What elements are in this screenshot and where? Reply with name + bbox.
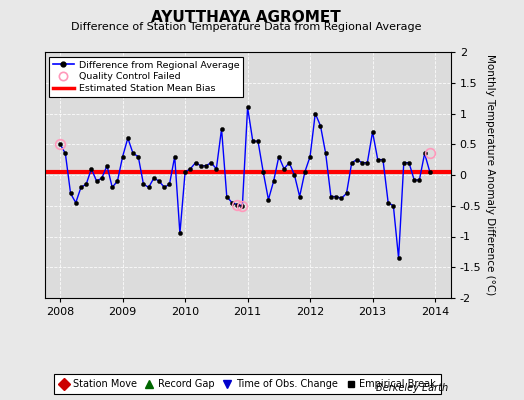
- Text: AYUTTHAYA AGROMET: AYUTTHAYA AGROMET: [151, 10, 341, 25]
- Text: Berkeley Earth: Berkeley Earth: [376, 383, 448, 393]
- Text: Difference of Station Temperature Data from Regional Average: Difference of Station Temperature Data f…: [71, 22, 421, 32]
- Legend: Station Move, Record Gap, Time of Obs. Change, Empirical Break: Station Move, Record Gap, Time of Obs. C…: [54, 374, 441, 394]
- Y-axis label: Monthly Temperature Anomaly Difference (°C): Monthly Temperature Anomaly Difference (…: [485, 54, 495, 296]
